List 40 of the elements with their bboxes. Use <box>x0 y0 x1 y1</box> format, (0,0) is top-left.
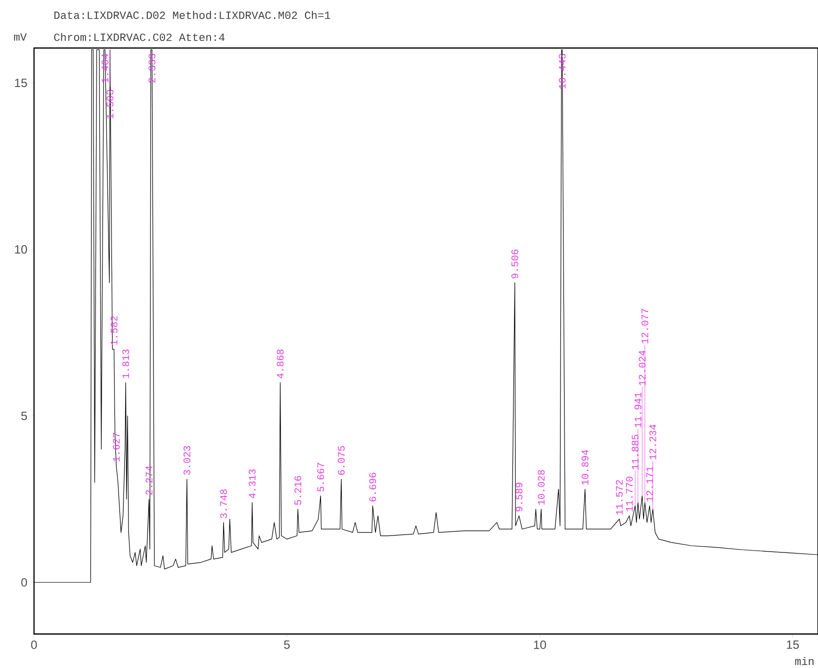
y-tick-label: 5 <box>21 412 27 420</box>
annotation: 4.868 <box>276 350 284 378</box>
annotation: 9.589 <box>516 482 522 512</box>
y-tick-label: 10 <box>15 245 28 254</box>
annotation: 3.748 <box>220 489 227 518</box>
annotation: 1.813 <box>122 350 130 378</box>
annotation: 9.506 <box>511 250 518 278</box>
annotation: 1.627 <box>112 432 120 462</box>
annotation: 12.077 <box>641 308 648 344</box>
annotation: 5.216 <box>294 476 302 505</box>
x-axis-title: min <box>795 657 814 665</box>
x-tick-label: 10 <box>534 640 546 650</box>
annotation: 12.234 <box>649 424 656 460</box>
y-axis-title: mV <box>14 33 27 41</box>
annotation: 5.667 <box>317 462 324 492</box>
x-tick-label: 15 <box>786 640 799 649</box>
annotation: 2.333 <box>148 54 156 83</box>
annotation: 3.023 <box>184 446 190 475</box>
x-tick-label: 0 <box>31 640 37 650</box>
annotation: 4.313 <box>248 469 256 498</box>
annotation: 1.582 <box>110 316 118 345</box>
annotation: 10.443 <box>558 54 566 89</box>
x-tick-label: 5 <box>284 640 290 649</box>
annotation: 10.894 <box>582 450 588 485</box>
annotation: 6.696 <box>369 472 376 502</box>
annotation: 1.503 <box>106 90 114 119</box>
annotation: 11.885 <box>632 434 639 470</box>
chart-subtitle: Chrom:LIXDRVAC.C02 Atten:4 <box>54 32 225 42</box>
annotation: 11.572 <box>616 480 623 515</box>
annotation: 12.024 <box>638 350 646 386</box>
annotation: 6.075 <box>338 446 345 475</box>
annotation: 2.274 <box>146 466 152 495</box>
annotation: 11.770 <box>626 476 633 512</box>
y-tick-label: 15 <box>15 78 27 88</box>
y-tick-label: 0 <box>21 578 28 587</box>
annotation: 12.171 <box>646 466 653 502</box>
annotation: 10.028 <box>538 470 545 505</box>
annotation: 11.941 <box>634 392 642 428</box>
chart-title: Data:LIXDRVAC.D02 Method:LIXDRVAC.M02 Ch=1 <box>54 10 330 20</box>
annotation: 1.404 <box>102 54 108 83</box>
